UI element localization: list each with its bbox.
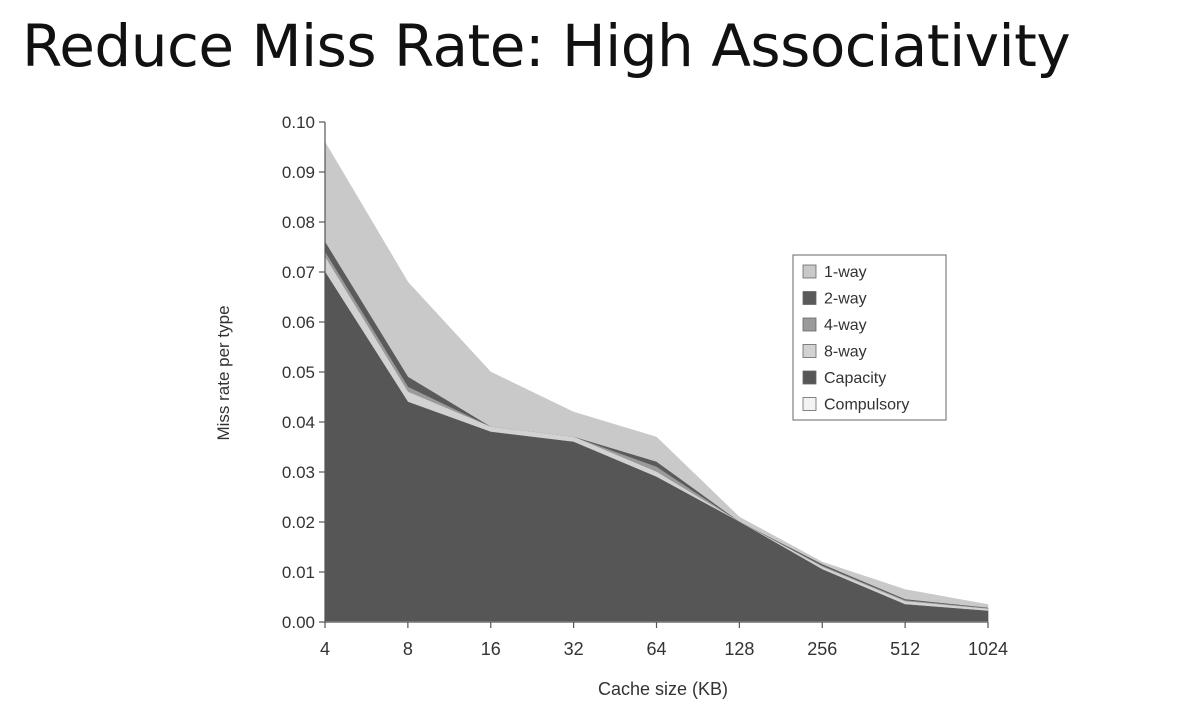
y-tick-label: 0.06	[282, 313, 315, 332]
legend-label-1-way: 1-way	[824, 264, 867, 281]
legend-swatch-2-way	[802, 291, 817, 305]
legend-label-2-way: 2-way	[824, 291, 867, 308]
chart-axes: 0.00 0.01 0.02 0.03 0.04 0.05 0.06 0.07 0.08 0.09…	[282, 113, 1008, 659]
legend-label-4-way: 4-way	[824, 317, 867, 334]
y-tick-label: 0.03	[282, 463, 315, 482]
area-capacity	[324, 271, 989, 623]
y-axis-label: Miss rate per type	[214, 305, 233, 440]
y-tick-label: 0.09	[282, 163, 315, 182]
legend-label-capacity: Capacity	[824, 370, 886, 387]
x-tick-label: 8	[403, 639, 413, 659]
slide-title: Reduce Miss Rate: High Associativity	[22, 12, 1071, 80]
legend-swatch-8-way	[802, 344, 817, 358]
y-tick-label: 0.00	[282, 613, 315, 632]
legend-box	[792, 254, 947, 421]
y-tick-label: 0.04	[282, 413, 315, 432]
y-tick-label: 0.08	[282, 213, 315, 232]
x-tick-label: 32	[564, 639, 584, 659]
y-tick-label: 0.01	[282, 563, 315, 582]
legend-swatch-compulsory	[802, 397, 817, 411]
legend-swatch-capacity	[802, 370, 817, 385]
x-axis-label: Cache size (KB)	[598, 679, 728, 699]
x-tick-label: 1024	[968, 639, 1008, 659]
legend-swatch-1-way	[802, 264, 817, 279]
x-tick-label: 256	[807, 639, 837, 659]
legend-label-8-way: 8-way	[824, 344, 867, 361]
legend-swatch-4-way	[802, 317, 817, 332]
x-tick-label: 4	[320, 639, 330, 659]
x-tick-label: 128	[724, 639, 754, 659]
y-tick-label: 0.10	[282, 113, 315, 132]
y-tick-label: 0.07	[282, 263, 315, 282]
x-tick-label: 512	[890, 639, 920, 659]
chart-legend: 1-way 2-way 4-way 8-way Capacity Compulsory	[792, 254, 947, 421]
x-tick-label: 64	[646, 639, 666, 659]
y-tick-label: 0.05	[282, 363, 315, 382]
y-tick-label: 0.02	[282, 513, 315, 532]
x-tick-label: 16	[481, 639, 501, 659]
legend-label-compulsory: Compulsory	[824, 397, 909, 414]
